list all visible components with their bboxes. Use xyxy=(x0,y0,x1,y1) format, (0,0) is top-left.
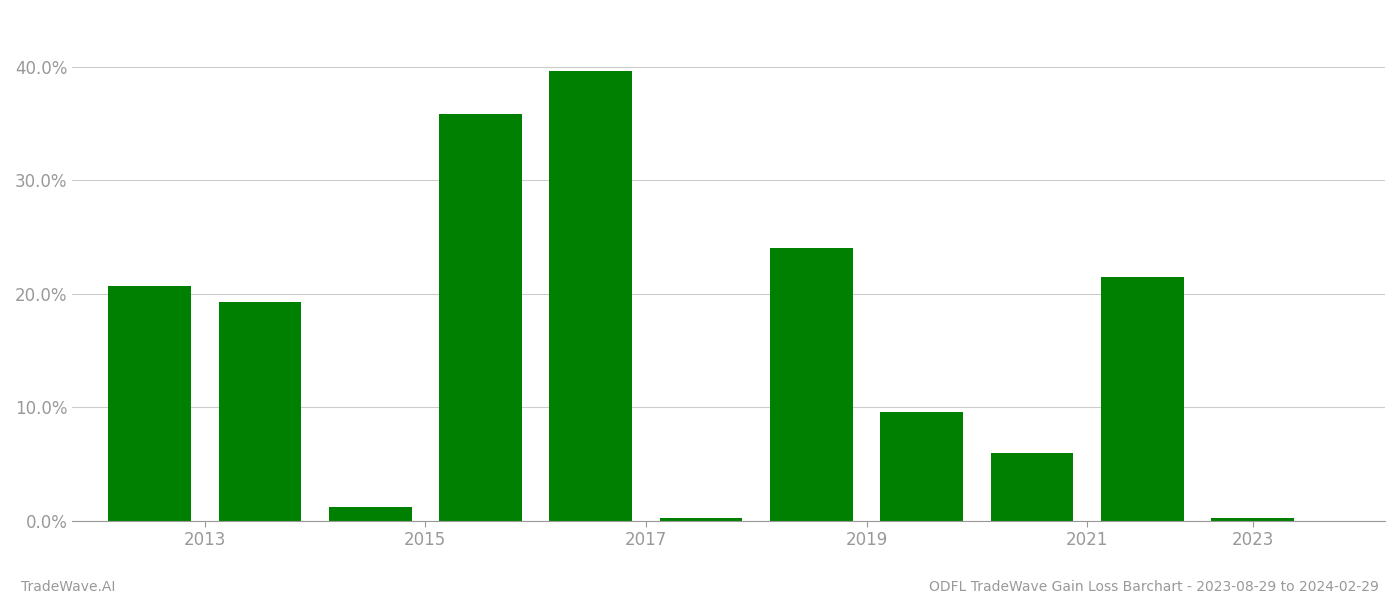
Bar xyxy=(549,71,633,521)
Bar xyxy=(108,286,190,521)
Bar xyxy=(218,302,301,521)
Bar xyxy=(1100,277,1183,521)
Bar xyxy=(770,248,853,521)
Text: TradeWave.AI: TradeWave.AI xyxy=(21,580,115,594)
Bar xyxy=(991,452,1074,521)
Bar xyxy=(659,518,742,521)
Bar xyxy=(440,115,522,521)
Bar xyxy=(881,412,963,521)
Text: ODFL TradeWave Gain Loss Barchart - 2023-08-29 to 2024-02-29: ODFL TradeWave Gain Loss Barchart - 2023… xyxy=(930,580,1379,594)
Bar xyxy=(329,507,412,521)
Bar xyxy=(1211,518,1294,521)
